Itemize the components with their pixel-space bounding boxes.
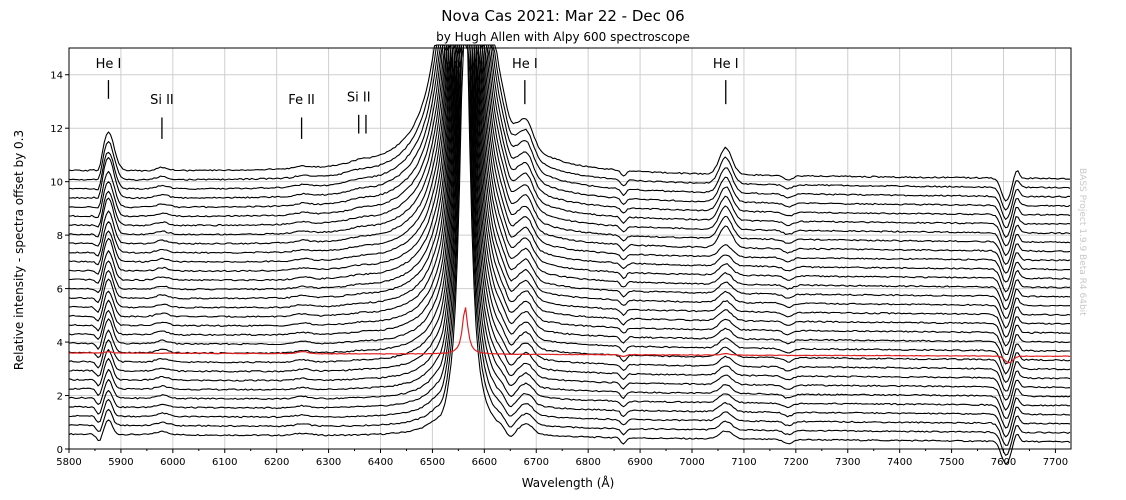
y-tick-label: 8 xyxy=(57,231,63,242)
spectrum-line xyxy=(68,44,1071,211)
y-axis-label: Relative intensity - spectra offset by 0… xyxy=(12,130,26,370)
plot-frame xyxy=(68,47,1072,450)
spectrum-line xyxy=(68,44,1070,329)
x-tick-label: 6000 xyxy=(160,457,185,468)
x-tick-label: 6400 xyxy=(368,457,393,468)
x-tick-label: 7700 xyxy=(1043,457,1068,468)
line-label: He I xyxy=(96,57,122,72)
y-tick-label: 12 xyxy=(50,124,63,135)
x-tick-label: 5800 xyxy=(56,457,81,468)
spectrum-line xyxy=(68,44,1071,229)
y-tick-label: 4 xyxy=(57,338,63,349)
spectrum-line xyxy=(68,44,1071,257)
x-tick-label: 7000 xyxy=(679,457,704,468)
spectrum-line xyxy=(68,44,1071,302)
x-tick-label: 6300 xyxy=(316,457,341,468)
x-axis-label: Wavelength (Å) xyxy=(522,475,615,490)
line-label: Si II xyxy=(150,93,174,108)
x-tick-label: 6800 xyxy=(575,457,600,468)
x-tick-label: 6700 xyxy=(524,457,549,468)
spectrum-line xyxy=(68,44,1071,347)
spectrum-line xyxy=(68,44,1071,456)
spectrum-line xyxy=(68,44,1071,220)
spectrum-line xyxy=(68,44,1071,238)
x-tick-label: 6200 xyxy=(264,457,289,468)
highlight-spectrum-line xyxy=(68,307,1071,364)
spectrum-line xyxy=(68,44,1071,429)
chart-title: Nova Cas 2021: Mar 22 - Dec 06 xyxy=(441,7,684,25)
spectrum-line xyxy=(68,44,1071,311)
grid xyxy=(69,48,1071,449)
spectrum-line xyxy=(68,44,1071,274)
y-tick-label: 6 xyxy=(57,285,63,296)
line-label: He I xyxy=(713,57,739,72)
spectrum-line xyxy=(68,44,1071,283)
x-tick-label: 6100 xyxy=(212,457,237,468)
x-tick-label: 7400 xyxy=(887,457,912,468)
x-tick-label: 6500 xyxy=(420,457,445,468)
line-label: He I xyxy=(512,57,538,72)
x-tick-label: 7300 xyxy=(835,457,860,468)
spectrum-line xyxy=(68,44,1071,247)
line-annotations: He I Si II Fe II Si II Hα He I He I xyxy=(96,57,739,139)
spectrum-line xyxy=(68,44,1071,319)
software-watermark: BASS Project 1.9.9 Beta R4 64bit xyxy=(1077,168,1087,316)
x-tick-label: 7100 xyxy=(731,457,756,468)
spectrum-line xyxy=(69,44,1071,338)
x-axis: 5800 5900 6000 6100 6200 6300 6400 6500 6600 6700… xyxy=(56,449,1068,468)
spectrum-line xyxy=(68,44,1070,293)
spectrum-line xyxy=(68,44,1071,265)
spectrum-line xyxy=(68,44,1071,465)
x-tick-label: 5900 xyxy=(108,457,133,468)
line-label: Si II xyxy=(347,90,371,105)
y-tick-label: 0 xyxy=(57,445,63,456)
x-tick-label: 7200 xyxy=(783,457,808,468)
spectrum-line xyxy=(69,44,1071,446)
y-tick-label: 2 xyxy=(57,392,63,403)
spectrum-line xyxy=(68,44,1071,392)
line-label: Hα xyxy=(444,57,462,72)
y-axis: 0 2 4 6 8 10 12 14 xyxy=(50,71,69,456)
spectrum-line xyxy=(68,44,1071,419)
line-label: Fe II xyxy=(288,93,315,108)
x-tick-label: 6900 xyxy=(627,457,652,468)
spectrum-line xyxy=(68,44,1071,202)
spectrum-line xyxy=(68,44,1071,365)
chart-subtitle: by Hugh Allen with Alpy 600 spectroscope xyxy=(436,30,690,44)
y-tick-label: 10 xyxy=(50,178,63,189)
y-tick-label: 14 xyxy=(50,71,63,82)
x-tick-label: 7600 xyxy=(991,457,1016,468)
x-tick-label: 7500 xyxy=(939,457,964,468)
spectrum-line xyxy=(69,44,1071,401)
spectrum-line xyxy=(68,44,1071,411)
spectrum-line xyxy=(68,44,1071,438)
spectra-lines xyxy=(68,44,1071,465)
x-tick-label: 6600 xyxy=(472,457,497,468)
spectrum-line xyxy=(68,44,1070,375)
spectrum-line xyxy=(68,44,1071,356)
